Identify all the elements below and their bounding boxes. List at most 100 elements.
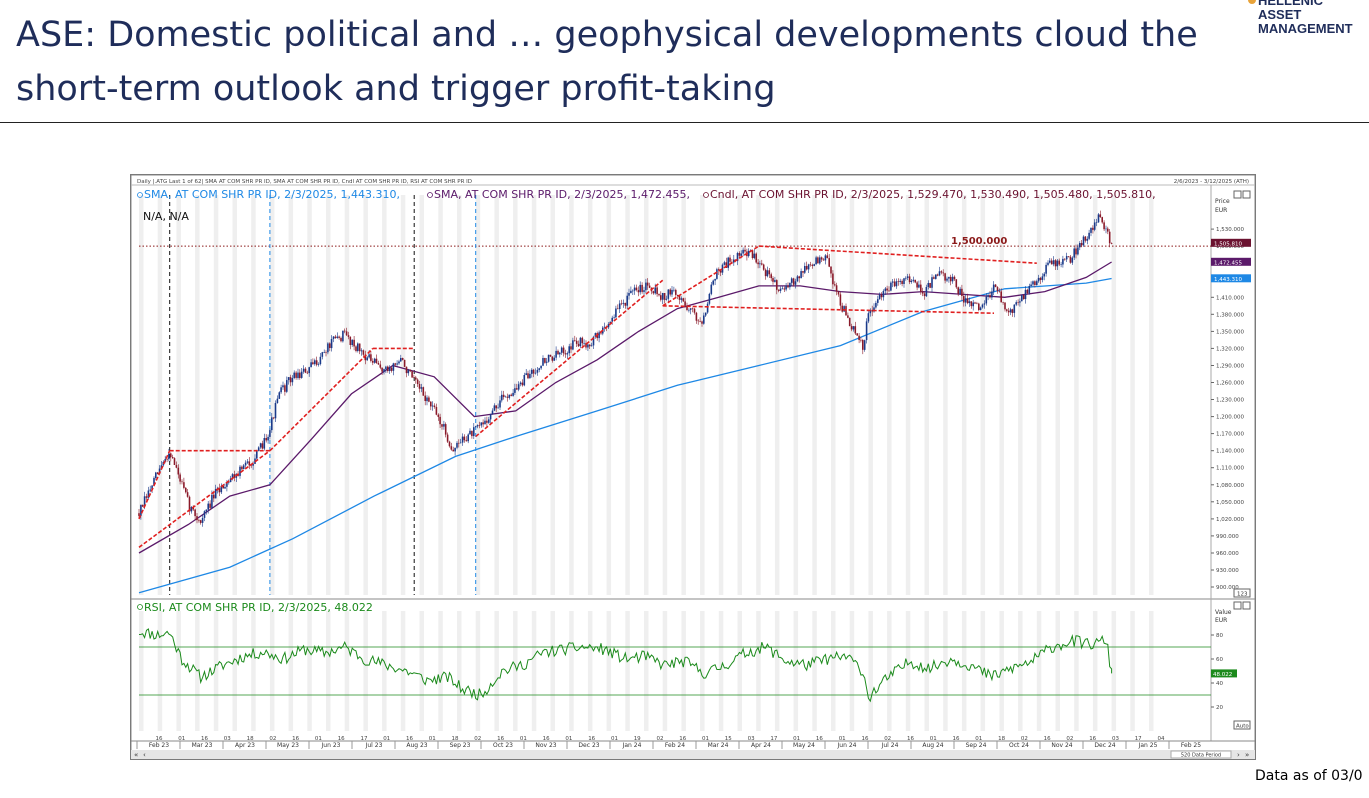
candle-body: [1086, 238, 1089, 241]
candle-body: [403, 359, 406, 367]
rsi-axis-title: Value: [1215, 609, 1232, 616]
candle-body: [568, 346, 570, 354]
rsi-week-band: [831, 611, 836, 731]
candle-body: [439, 416, 441, 425]
candle-body: [611, 317, 613, 322]
xtick-day-label: 03: [748, 736, 755, 742]
candle-body: [652, 291, 655, 294]
candle-body: [521, 382, 524, 386]
scale-box[interactable]: [1233, 588, 1251, 598]
legend-marker-icon[interactable]: [427, 192, 433, 198]
price-week-band: [139, 195, 144, 595]
logo-line-1: HELLENIC: [1258, 0, 1323, 8]
xtick-month-label: Jun 23: [321, 742, 341, 749]
candle-body: [510, 394, 512, 396]
xtick-day-label: 18: [247, 736, 254, 742]
xtick-day-label: 19: [634, 736, 641, 742]
scroll-back-icon[interactable]: ‹: [143, 751, 146, 759]
candle-body: [815, 257, 817, 265]
candle-body: [405, 366, 408, 374]
candle-body: [998, 291, 1001, 292]
candle-body: [349, 336, 352, 345]
candle-body: [557, 350, 559, 355]
rsi-legend-marker-icon[interactable]: [137, 604, 143, 610]
candle-body: [989, 295, 991, 298]
candle-body: [286, 380, 288, 392]
candle-body: [725, 262, 728, 268]
candle-body: [706, 303, 709, 313]
candle-body: [491, 410, 494, 415]
rsi-close-icon[interactable]: [1242, 601, 1251, 610]
xtick-day-label: 17: [1135, 736, 1142, 742]
candle-body: [594, 333, 597, 337]
candle-body: [566, 353, 569, 355]
rsi-week-band: [382, 611, 387, 731]
price-chart[interactable]: Daily |.ATG Last 1 of 62| SMA AT COM SHR…: [131, 175, 1255, 759]
candle-body: [574, 340, 576, 341]
candle-body: [459, 442, 462, 444]
candle-body: [418, 384, 421, 389]
candle-body: [804, 266, 806, 273]
horizontal-scrollbar[interactable]: [131, 750, 1255, 759]
rsi-week-band: [1036, 611, 1042, 731]
candle-body: [972, 302, 974, 307]
xtick-day-label: 16: [201, 736, 208, 742]
candle-body: [315, 360, 318, 365]
candle-body: [183, 482, 185, 488]
legend-marker-icon[interactable]: [137, 192, 143, 198]
candle-body: [1002, 302, 1004, 303]
scroll-right-icon[interactable]: »: [1245, 751, 1249, 759]
auto-scale-button[interactable]: [1233, 720, 1251, 730]
candle-body: [1007, 310, 1010, 313]
rsi-line: [138, 628, 1113, 703]
candle-body: [764, 269, 767, 277]
candle-body: [869, 309, 872, 314]
candle-body: [263, 438, 266, 449]
price-legend-item[interactable]: SMA, AT COM SHR PR ID, 2/3/2025, 1,472.4…: [434, 188, 690, 201]
rsi-minimize-icon[interactable]: [1233, 601, 1242, 610]
candle-body: [366, 357, 368, 361]
candle-body: [501, 394, 503, 401]
trendline: [138, 450, 171, 520]
candle-body: [850, 326, 853, 330]
rsi-legend[interactable]: RSI, AT COM SHR PR ID, 2/3/2025, 48.022: [144, 601, 373, 614]
price-legend-item[interactable]: Cndl, AT COM SHR PR ID, 2/3/2025, 1,529.…: [710, 188, 1156, 201]
candle-body: [976, 303, 978, 305]
candle-body: [1037, 277, 1040, 282]
candle-body: [297, 372, 299, 378]
candle-body: [471, 430, 473, 437]
candle-body: [448, 441, 451, 447]
xtick-month-label: Nov 23: [535, 742, 556, 749]
panel-close-icon[interactable]: [1242, 190, 1251, 199]
candle-body: [942, 272, 944, 274]
rsi-week-band: [326, 611, 331, 731]
chart-window: Daily |.ATG Last 1 of 62| SMA AT COM SHR…: [130, 174, 1256, 760]
candle-body: [1045, 264, 1047, 274]
price-week-band: [737, 195, 742, 595]
candle-body: [921, 291, 924, 294]
candle-body: [931, 277, 933, 288]
candle-body: [624, 302, 627, 306]
sma-short-line: [138, 261, 1112, 554]
xtick-day-label: 17: [770, 736, 777, 742]
candle-body: [912, 279, 915, 281]
candle-body: [689, 308, 692, 310]
candle-body: [400, 358, 402, 362]
scroll-left-icon[interactable]: «: [134, 751, 138, 759]
candle-body: [828, 258, 830, 267]
panel-minimize-icon[interactable]: [1233, 190, 1242, 199]
candle-body: [949, 276, 952, 282]
candle-body: [433, 405, 436, 407]
price-legend-item[interactable]: SMA, AT COM SHR PR ID, 2/3/2025, 1,443.3…: [144, 188, 400, 201]
candle-body: [618, 303, 621, 309]
legend-marker-icon[interactable]: [703, 192, 709, 198]
price-week-band: [793, 195, 799, 595]
candle-body: [454, 447, 456, 452]
candle-body: [173, 458, 176, 465]
candle-body: [196, 516, 198, 521]
candle-body: [276, 398, 279, 403]
price-week-band: [924, 195, 929, 595]
price-week-band: [475, 195, 481, 595]
price-week-band: [887, 195, 892, 595]
scroll-forward-icon[interactable]: ›: [1237, 751, 1240, 759]
